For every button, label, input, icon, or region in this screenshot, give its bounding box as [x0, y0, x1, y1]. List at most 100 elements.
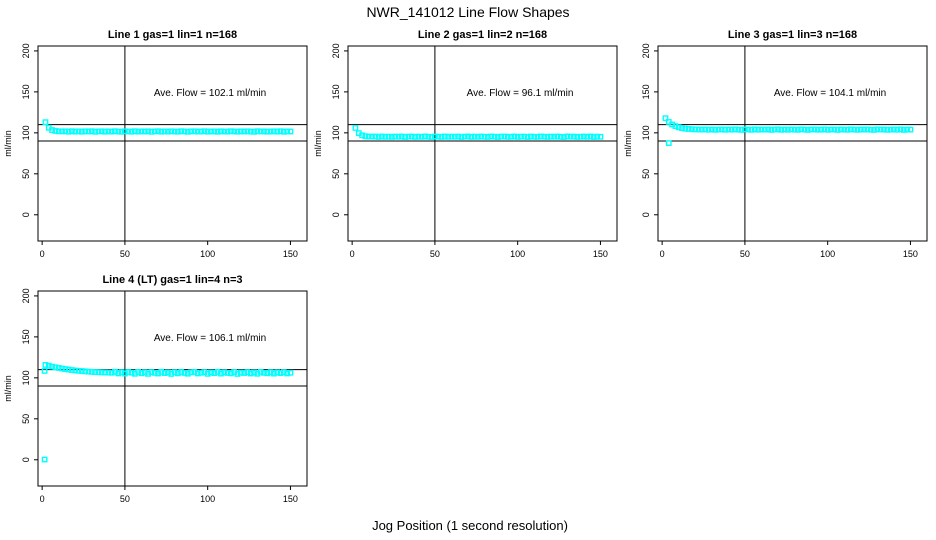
data-point: [392, 133, 399, 140]
data-point: [698, 126, 705, 133]
x-tick-label: 150: [593, 249, 608, 259]
data-point: [415, 133, 422, 140]
data-point: [188, 128, 195, 135]
data-point: [514, 134, 521, 140]
data-point: [551, 133, 557, 140]
data-point: [897, 126, 904, 133]
data-point: [438, 134, 445, 140]
data-point: [231, 128, 238, 135]
data-point: [894, 126, 901, 133]
data-point: [435, 133, 442, 140]
data-point: [62, 366, 69, 372]
data-point: [818, 126, 824, 133]
data-point: [45, 362, 52, 369]
data-point: [108, 369, 115, 376]
data-point: [851, 126, 858, 133]
data-point: [382, 133, 389, 140]
data-point: [584, 133, 591, 140]
data-point: [369, 133, 375, 140]
data-point: [524, 134, 531, 140]
data-point: [52, 128, 59, 134]
data-point: [831, 126, 838, 133]
data-point: [244, 128, 251, 135]
data-point: [181, 370, 188, 376]
data-point: [218, 128, 224, 135]
data-point: [92, 128, 99, 135]
y-axis-title: ml/min: [313, 130, 323, 157]
data-point: [244, 369, 251, 376]
data-point: [65, 366, 72, 373]
data-point: [125, 128, 132, 135]
data-point: [204, 128, 211, 135]
x-tick-label: 150: [283, 249, 298, 259]
data-point: [465, 133, 471, 140]
y-tick-label: 100: [21, 370, 31, 385]
data-point: [484, 134, 491, 140]
data-point: [241, 128, 247, 135]
data-point: [577, 133, 584, 140]
data-point: [702, 126, 709, 133]
data-point: [458, 134, 465, 140]
data-point: [270, 128, 277, 135]
data-point: [82, 368, 89, 375]
data-point: [587, 133, 594, 140]
data-point: [352, 125, 359, 131]
data-point: [75, 367, 82, 374]
data-point: [168, 128, 175, 135]
x-tick-label: 100: [200, 249, 215, 259]
data-point: [42, 362, 49, 368]
data-point: [88, 368, 95, 375]
avg-flow-annotation: Ave. Flow = 104.1 ml/min: [774, 88, 886, 99]
data-point: [418, 133, 425, 140]
data-point: [198, 369, 204, 376]
avg-flow-annotation: Ave. Flow = 96.1 ml/min: [467, 88, 574, 99]
data-point: [85, 128, 92, 135]
data-point: [118, 369, 125, 376]
y-tick-label: 100: [21, 125, 31, 140]
data-point: [448, 133, 455, 140]
data-point: [534, 133, 541, 140]
data-point: [277, 128, 284, 135]
x-tick-label: 50: [120, 249, 130, 259]
y-tick-label: 0: [331, 212, 341, 217]
data-point: [884, 126, 891, 133]
y-tick-label: 0: [641, 212, 651, 217]
data-point: [662, 115, 669, 122]
data-point: [277, 370, 284, 376]
data-point: [732, 126, 738, 133]
data-point: [904, 126, 911, 133]
data-point: [184, 370, 191, 377]
data-point: [55, 365, 62, 371]
data-point: [105, 128, 112, 135]
data-point: [161, 128, 168, 135]
data-point: [69, 367, 75, 373]
data-point: [864, 126, 871, 133]
data-point: [488, 133, 495, 140]
data-point: [138, 128, 145, 135]
data-point: [531, 133, 538, 140]
y-tick-label: 150: [21, 329, 31, 344]
data-point: [468, 134, 475, 140]
x-tick-label: 50: [740, 249, 750, 259]
plot-box: [37, 45, 308, 242]
data-point: [877, 126, 884, 133]
data-point: [128, 128, 135, 135]
data-point: [221, 128, 228, 135]
data-point: [85, 368, 92, 375]
panel: Line 2 gas=1 lin=2 n=168 Ave. Flow = 96.1…: [313, 29, 618, 259]
data-point: [365, 133, 372, 140]
data-point: [251, 128, 257, 135]
data-point: [874, 126, 881, 133]
data-point: [738, 126, 745, 133]
data-point: [478, 133, 485, 140]
data-point: [408, 133, 415, 140]
data-point: [675, 124, 682, 131]
data-point: [171, 128, 178, 135]
data-point: [188, 369, 195, 376]
x-tick-label: 0: [350, 249, 355, 259]
data-point: [95, 369, 102, 376]
data-point: [808, 126, 815, 133]
data-point: [405, 133, 412, 140]
data-point: [237, 128, 244, 135]
